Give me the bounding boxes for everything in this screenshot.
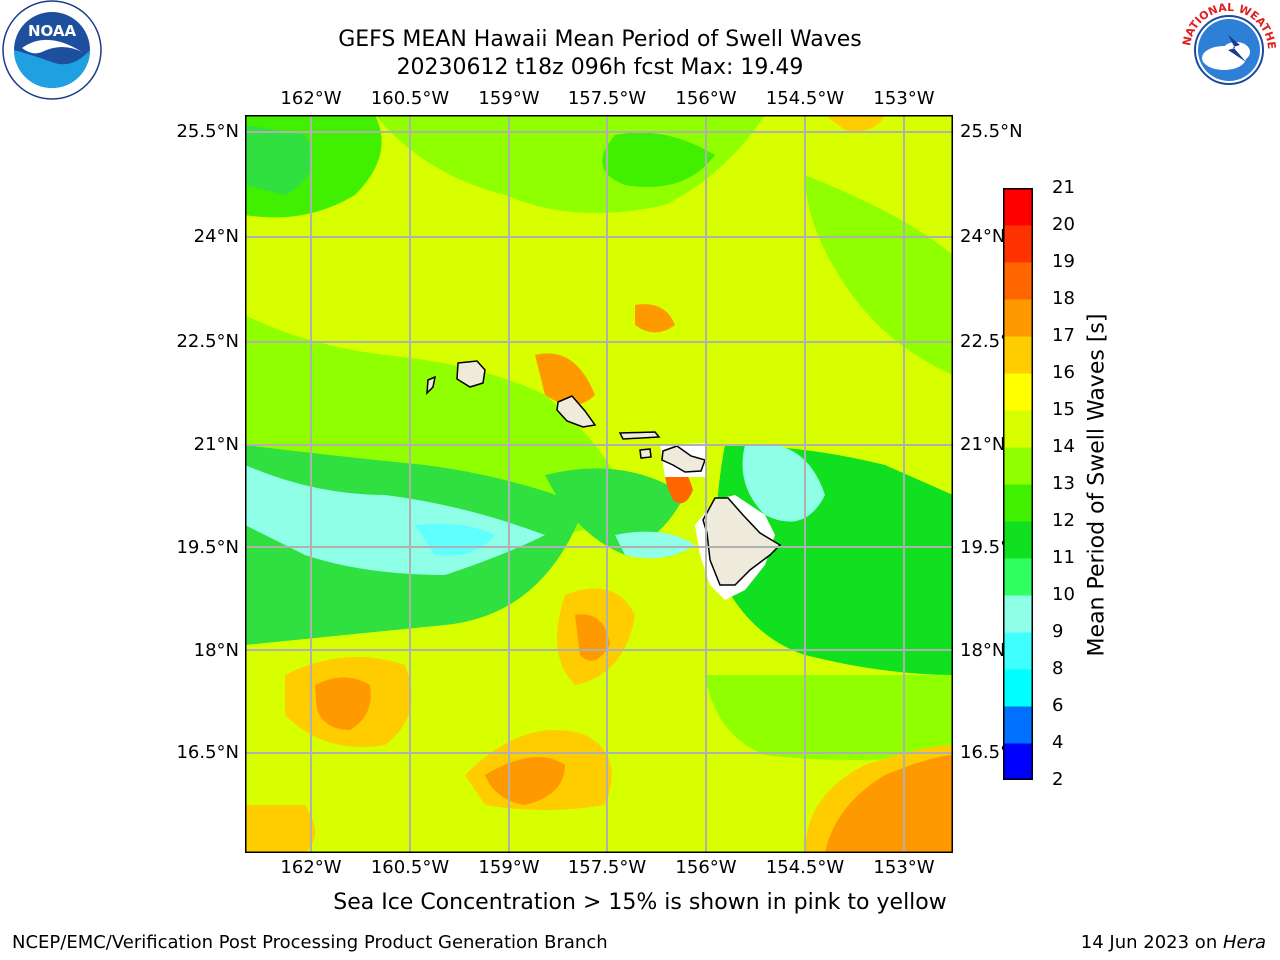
- colorbar-segment: [1003, 743, 1033, 780]
- colorbar-border: [1003, 188, 1033, 780]
- colorbar-tick: 15: [1052, 399, 1075, 420]
- contour-17-kauai-oahu: [535, 353, 595, 405]
- colorbar-tick: 21: [1052, 177, 1075, 198]
- lat-tick-left: 22.5°N: [176, 331, 239, 352]
- lat-tick-left: 25.5°N: [176, 121, 239, 142]
- contour-17-bottomright: [825, 755, 953, 853]
- contour-16-top-right: [825, 115, 885, 131]
- colorbar-tick: 19: [1052, 251, 1075, 272]
- colorbar-tick: 18: [1052, 288, 1075, 309]
- swell-period-map: [245, 115, 953, 853]
- graticule: [245, 115, 953, 853]
- contour-16-bottomleft: [245, 805, 315, 853]
- colorbar-segment: [1003, 447, 1033, 485]
- lat-tick-right: 21°N: [960, 434, 1003, 455]
- lon-tick-bottom: 157.5°W: [567, 857, 647, 878]
- lat-tick-right: 16.5°N: [960, 742, 1003, 763]
- chart-title: GEFS MEAN Hawaii Mean Period of Swell Wa…: [338, 27, 862, 52]
- colorbar-segment: [1003, 558, 1033, 596]
- contour-17-lower-left: [315, 677, 371, 730]
- colorbar-segment: [1003, 484, 1033, 522]
- colorbar-tick: 14: [1052, 436, 1075, 457]
- island-niihau: [426, 375, 437, 395]
- colorbar-tick: 2: [1052, 769, 1064, 790]
- contour-12-topright: [602, 132, 715, 187]
- footer-date: 14 Jun 2023 on Hera: [1081, 932, 1266, 953]
- chart-subtitle: 20230612 t18z 096h fcst Max: 19.49: [396, 55, 804, 80]
- colorbar-segment: [1003, 336, 1033, 374]
- footer-credit: NCEP/EMC/Verification Post Processing Pr…: [12, 932, 608, 953]
- colorbar-tick: 20: [1052, 214, 1075, 235]
- lat-tick-right: 18°N: [960, 640, 1003, 661]
- lon-tick-top: 154.5°W: [765, 88, 845, 109]
- lon-tick-top: 157.5°W: [567, 88, 647, 109]
- island-molokai: [618, 431, 661, 440]
- colorbar-tick: 6: [1052, 695, 1064, 716]
- noaa-logo: NOAA: [2, 0, 102, 100]
- island-maui: [661, 445, 706, 473]
- colorbar-segment: [1003, 262, 1033, 300]
- colorbar-segment: [1003, 373, 1033, 411]
- colorbar-segment: [1003, 299, 1033, 337]
- lat-tick-right: 24°N: [960, 226, 1003, 247]
- lon-tick-bottom: 154.5°W: [765, 857, 845, 878]
- colorbar-tick: 8: [1052, 658, 1064, 679]
- island-lanai: [639, 448, 652, 459]
- colorbar-label: Mean Period of Swell Waves [s]: [1084, 313, 1110, 657]
- lon-tick-bottom: 159°W: [478, 857, 540, 878]
- lon-tick-top: 153°W: [873, 88, 935, 109]
- lat-tick-right: 22.5°N: [960, 331, 1003, 352]
- colorbar-segment: [1003, 225, 1033, 263]
- colorbar-segment: [1003, 410, 1033, 448]
- colorbar-segment: [1003, 595, 1033, 633]
- colorbar-tick: 17: [1052, 325, 1075, 346]
- colorbar-tick: 10: [1052, 584, 1075, 605]
- lat-tick-left: 18°N: [193, 640, 239, 661]
- colorbar: [1003, 188, 1033, 780]
- caption: Sea Ice Concentration > 15% is shown in …: [0, 890, 1280, 915]
- noaa-logo-text: NOAA: [28, 22, 77, 40]
- lat-tick-left: 19.5°N: [176, 537, 239, 558]
- nws-logo: NATIONAL WEATHER SERVICE: [1178, 0, 1278, 98]
- contour-13-right-upper: [805, 175, 953, 375]
- lat-tick-right: 19.5°N: [960, 537, 1003, 558]
- colorbar-tick: 16: [1052, 362, 1075, 383]
- lon-tick-bottom: 153°W: [873, 857, 935, 878]
- lon-tick-top: 160.5°W: [370, 88, 450, 109]
- lon-tick-top: 156°W: [675, 88, 737, 109]
- contour-13-lower-right: [705, 675, 953, 760]
- lon-tick-bottom: 160.5°W: [370, 857, 450, 878]
- lat-tick-right: 25.5°N: [960, 121, 1023, 142]
- colorbar-segment: [1003, 521, 1033, 559]
- colorbar-tick: 11: [1052, 547, 1075, 568]
- colorbar-tick: 13: [1052, 473, 1075, 494]
- colorbar-segment: [1003, 188, 1033, 226]
- contour-17-north: [635, 304, 675, 333]
- colorbar-tick: 9: [1052, 621, 1064, 642]
- lat-tick-left: 16.5°N: [176, 742, 239, 763]
- lon-tick-bottom: 162°W: [280, 857, 342, 878]
- colorbar-tick: 4: [1052, 732, 1064, 753]
- lat-tick-left: 24°N: [193, 226, 239, 247]
- island-oahu: [556, 395, 597, 428]
- island-kauai: [456, 360, 486, 388]
- colorbar-segment: [1003, 669, 1033, 707]
- lat-tick-left: 21°N: [193, 434, 239, 455]
- contour-17-south: [485, 757, 565, 805]
- caption-text: Sea Ice Concentration > 15% is shown in …: [333, 890, 947, 915]
- lon-tick-top: 159°W: [478, 88, 540, 109]
- colorbar-segment: [1003, 632, 1033, 670]
- footer-date-text: 14 Jun 2023 on: [1080, 932, 1223, 953]
- lon-tick-top: 162°W: [280, 88, 342, 109]
- colorbar-tick: 12: [1052, 510, 1075, 531]
- contour-11-topleft: [245, 125, 312, 195]
- lon-tick-bottom: 156°W: [675, 857, 737, 878]
- footer-host: Hera: [1222, 932, 1266, 953]
- colorbar-segment: [1003, 706, 1033, 744]
- contour-10-mid: [615, 531, 695, 559]
